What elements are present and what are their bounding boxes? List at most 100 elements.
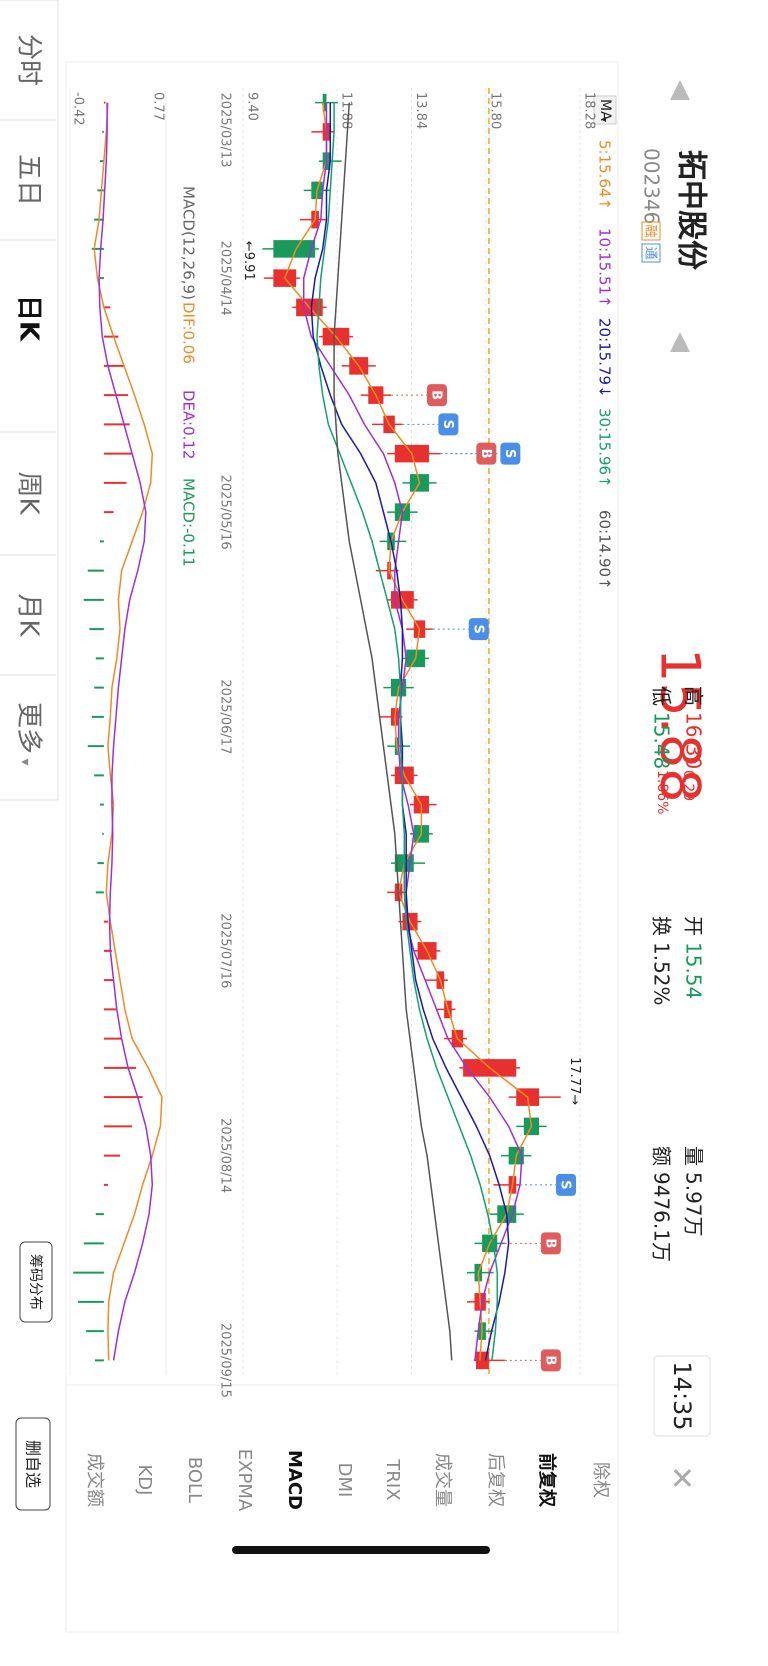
ma-line bbox=[310, 102, 510, 1361]
side-button-label: 删自选 bbox=[24, 1440, 43, 1488]
close-button[interactable]: ✕ bbox=[664, 1465, 699, 1490]
macd-bar bbox=[103, 1125, 133, 1128]
macd-bar bbox=[95, 1213, 104, 1216]
price: 15.88 bbox=[648, 648, 711, 803]
chip-button-label: 筹码分布 bbox=[27, 1254, 44, 1310]
x-tick-label: 2025/03/13 bbox=[218, 93, 233, 168]
macd-bar bbox=[103, 1066, 137, 1069]
time: 14:35 bbox=[668, 1361, 696, 1430]
candle-body bbox=[273, 240, 316, 258]
side-item[interactable]: 前复权 bbox=[536, 1453, 558, 1508]
y-tick-label: 15.80 bbox=[487, 92, 502, 129]
macd-bar bbox=[97, 862, 104, 865]
stat-label: 低 bbox=[650, 686, 674, 706]
y-tick-label: -0.42 bbox=[71, 92, 86, 126]
tab[interactable]: 更多 bbox=[14, 702, 44, 754]
badge-box bbox=[641, 243, 661, 263]
macd-bar bbox=[99, 540, 104, 543]
macd-bar bbox=[86, 1330, 104, 1333]
signal-box bbox=[438, 413, 459, 436]
macd-bar bbox=[103, 306, 111, 309]
macd-title: MACD(12,26,9) bbox=[180, 186, 198, 300]
macd-label: DIF:0.06 bbox=[180, 302, 198, 364]
next-stock[interactable] bbox=[670, 332, 690, 352]
side-item[interactable]: TRIX bbox=[382, 1458, 403, 1500]
macd-bar bbox=[103, 1096, 143, 1099]
side-item[interactable]: EXPMA bbox=[234, 1449, 255, 1512]
ma-line bbox=[333, 102, 453, 1361]
side-item[interactable]: KDJ bbox=[134, 1465, 155, 1496]
stat-value: 1.52% bbox=[650, 942, 674, 1006]
tab[interactable]: 周K bbox=[14, 471, 44, 515]
macd-bar bbox=[103, 335, 119, 338]
change-pct: 1.86% bbox=[654, 770, 670, 814]
signal-box bbox=[556, 1173, 577, 1196]
macd-label: DEA:0.12 bbox=[180, 390, 198, 459]
ma-line bbox=[316, 102, 499, 1361]
tab[interactable]: 月K bbox=[14, 593, 44, 637]
dif-line bbox=[93, 102, 163, 1361]
change: 0.29 bbox=[680, 770, 696, 801]
macd-bar bbox=[89, 628, 104, 631]
signal-label: S bbox=[440, 420, 455, 429]
x-tick-label: 2025/05/16 bbox=[218, 475, 233, 550]
y-tick-label: 9.40 bbox=[245, 92, 260, 121]
y-tick-label: 0.77 bbox=[151, 92, 166, 121]
tab-icon: ▾ bbox=[17, 758, 33, 765]
tab[interactable]: 日K bbox=[14, 295, 44, 342]
signal-box bbox=[500, 442, 521, 465]
macd-bar bbox=[103, 481, 127, 484]
prev-stock[interactable] bbox=[670, 80, 690, 100]
macd-bar bbox=[103, 364, 125, 367]
macd-bar bbox=[95, 657, 104, 660]
stat-value: 15.48 bbox=[650, 712, 674, 769]
time-box bbox=[653, 1355, 711, 1437]
macd-bar bbox=[102, 130, 104, 133]
signal-label: S bbox=[558, 1180, 573, 1189]
signal-box bbox=[540, 1349, 561, 1372]
macd-bar bbox=[83, 1242, 104, 1245]
ma-selector-icon: ▾ bbox=[598, 117, 609, 122]
macd-bar bbox=[87, 745, 104, 748]
side-item[interactable]: DMI bbox=[334, 1463, 355, 1498]
side-item[interactable]: 成交额 bbox=[84, 1453, 105, 1507]
x-tick-label: 2025/08/14 bbox=[218, 1118, 233, 1193]
x-tick-label: 2025/06/17 bbox=[218, 679, 233, 754]
macd-bar bbox=[73, 1271, 104, 1274]
tab[interactable]: 五日 bbox=[14, 154, 44, 206]
stat-label: 额 bbox=[650, 1146, 674, 1166]
macd-bar bbox=[91, 715, 104, 718]
ma-line bbox=[302, 102, 523, 1361]
macd-bar bbox=[95, 1359, 104, 1362]
signal-label: B bbox=[429, 390, 444, 400]
x-tick-label: 2025/04/14 bbox=[218, 241, 233, 316]
x-tick-label: 2025/07/16 bbox=[218, 913, 233, 988]
ma-legend: 10:15.51↑ bbox=[596, 228, 614, 308]
ma-selector[interactable] bbox=[593, 95, 617, 125]
ma-selector-label: MA bbox=[597, 99, 613, 121]
side-item[interactable]: BOLL bbox=[184, 1457, 205, 1503]
x-tick-label: 2025/09/15 bbox=[218, 1323, 233, 1398]
macd-bar bbox=[99, 160, 104, 163]
macd-bar bbox=[94, 686, 104, 689]
ma-legend: 30:15.96↑ bbox=[596, 408, 614, 488]
side-item[interactable]: 后复权 bbox=[485, 1453, 506, 1507]
badge: 融 bbox=[643, 224, 658, 237]
signal-box bbox=[540, 1232, 561, 1255]
macd-bar bbox=[95, 891, 104, 894]
macd-bar bbox=[103, 101, 106, 104]
badge: 通 bbox=[643, 246, 658, 259]
stat-value: 5.97万 bbox=[682, 1172, 706, 1237]
side-item[interactable]: 成交量 bbox=[432, 1453, 453, 1507]
macd-bar bbox=[102, 832, 104, 835]
stat-value: 16.30 bbox=[682, 712, 706, 769]
chip-button[interactable] bbox=[19, 1241, 53, 1323]
side-button[interactable] bbox=[15, 1417, 51, 1511]
side-item[interactable]: 除权 bbox=[590, 1462, 611, 1498]
y-tick-label: 13.84 bbox=[413, 92, 428, 129]
tab[interactable]: 分时 bbox=[14, 34, 44, 86]
side-item[interactable]: MACD bbox=[284, 1450, 305, 1510]
stat-label: 量 bbox=[682, 1146, 706, 1166]
